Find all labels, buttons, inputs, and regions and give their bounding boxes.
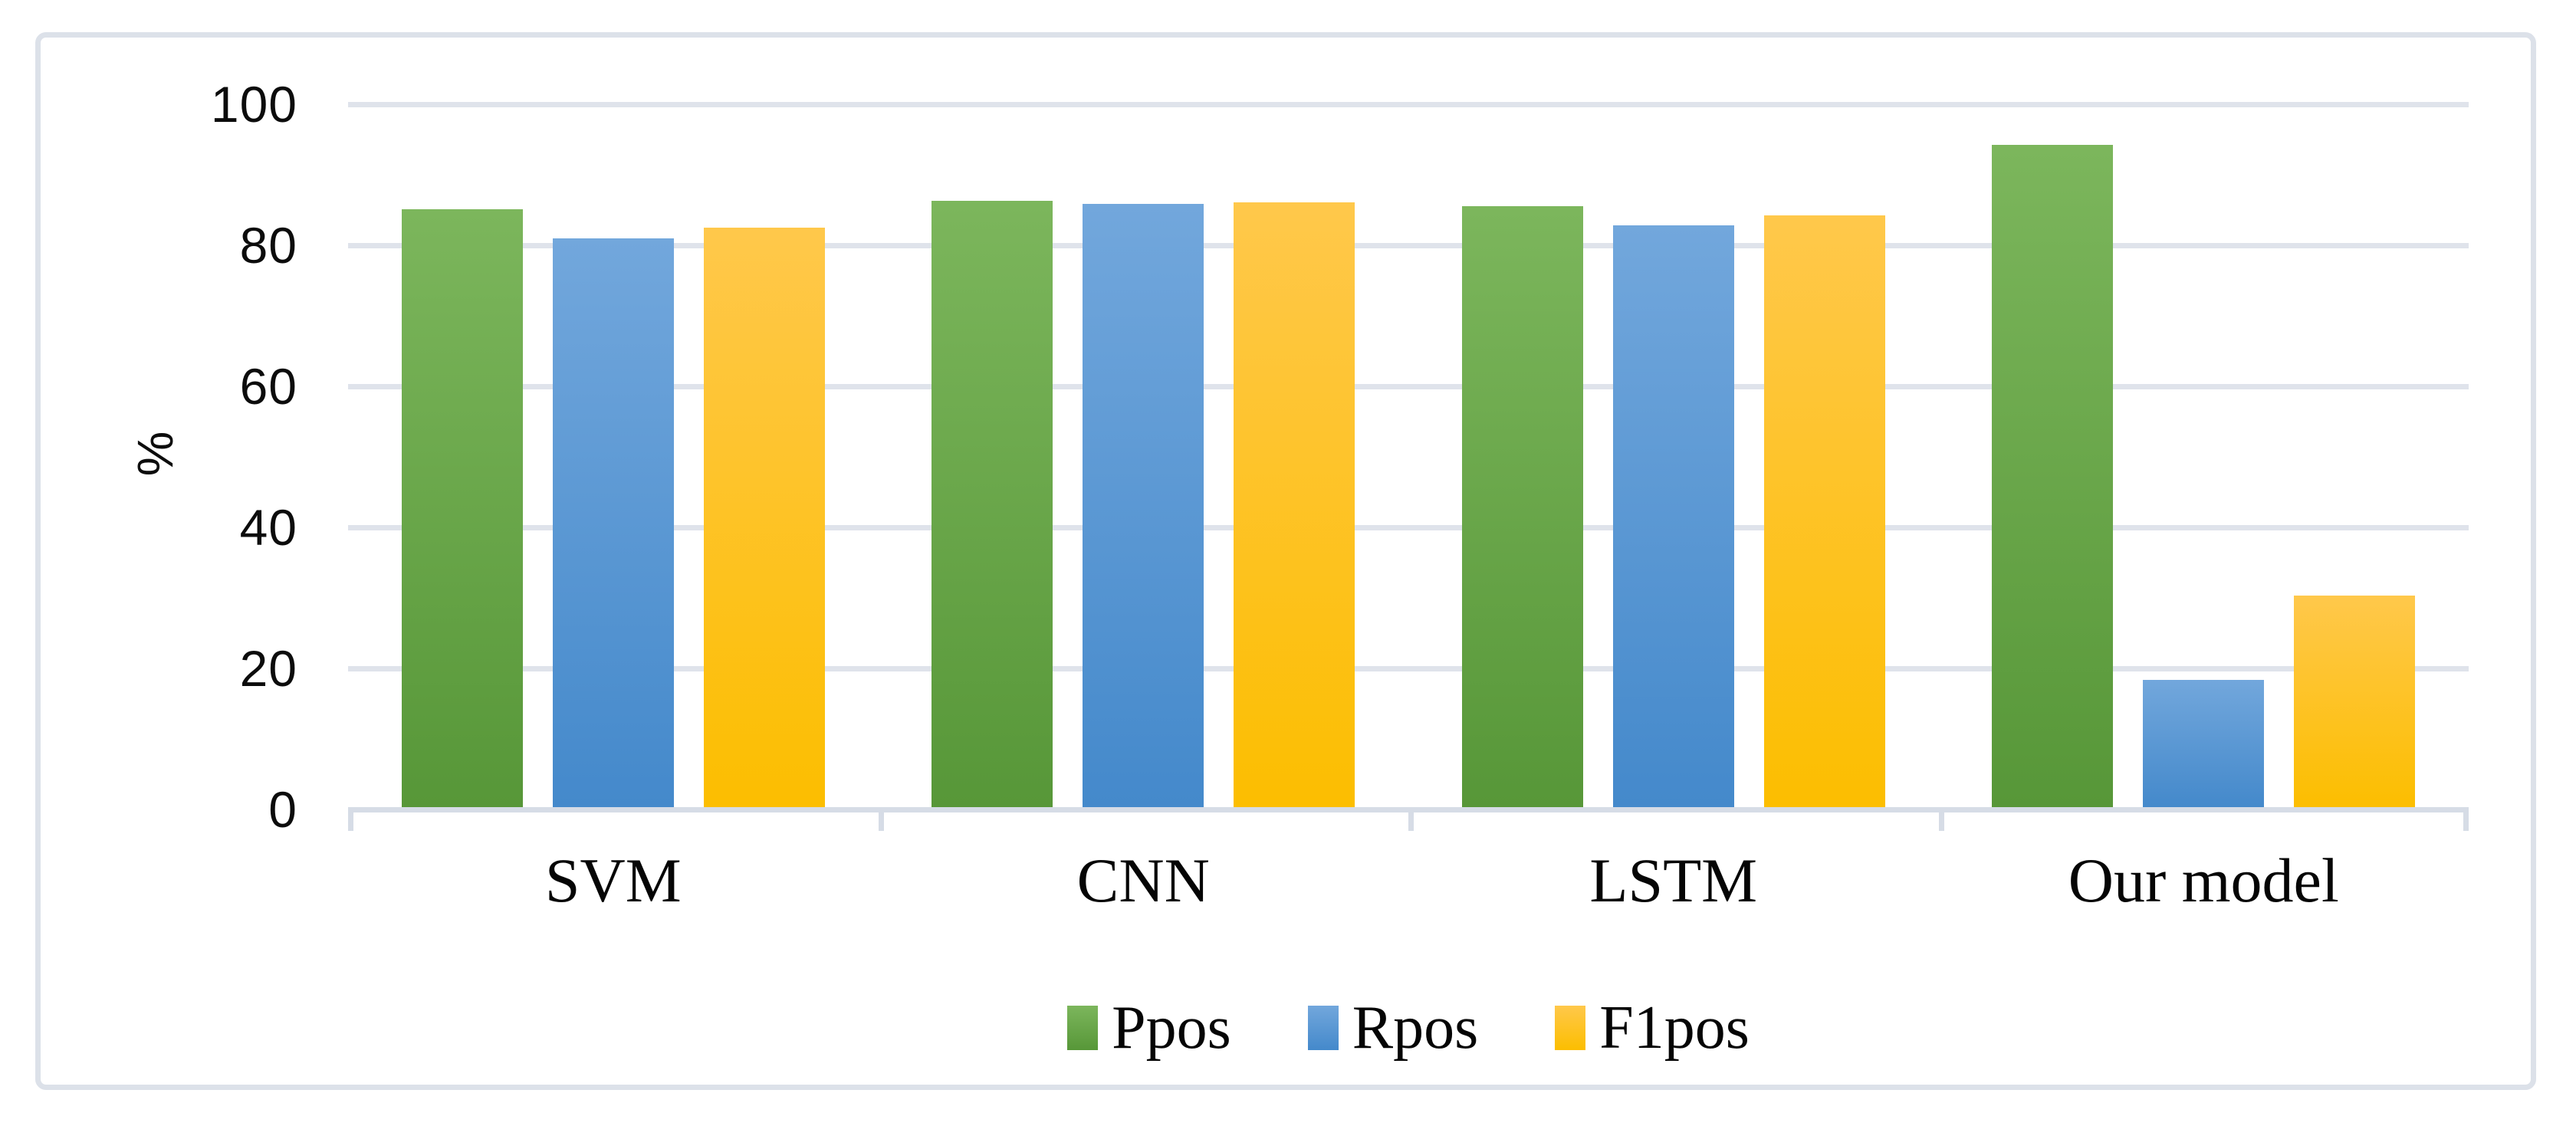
legend-label: Ppos bbox=[1112, 994, 1231, 1062]
legend-label: Rpos bbox=[1352, 994, 1479, 1062]
y-axis-title: % bbox=[127, 431, 183, 477]
legend-item-rpos: Rpos bbox=[1307, 993, 1479, 1062]
legend: Ppos Rpos F1pos bbox=[348, 993, 2469, 1062]
legend-item-f1pos: F1pos bbox=[1555, 993, 1750, 1062]
legend-swatch-rpos bbox=[1307, 1006, 1339, 1050]
legend-swatch-ppos bbox=[1067, 1006, 1099, 1050]
legend-label: F1pos bbox=[1599, 994, 1750, 1062]
legend-swatch-f1pos bbox=[1555, 1006, 1586, 1050]
chart-frame bbox=[35, 32, 2536, 1090]
legend-item-ppos: Ppos bbox=[1067, 993, 1231, 1062]
